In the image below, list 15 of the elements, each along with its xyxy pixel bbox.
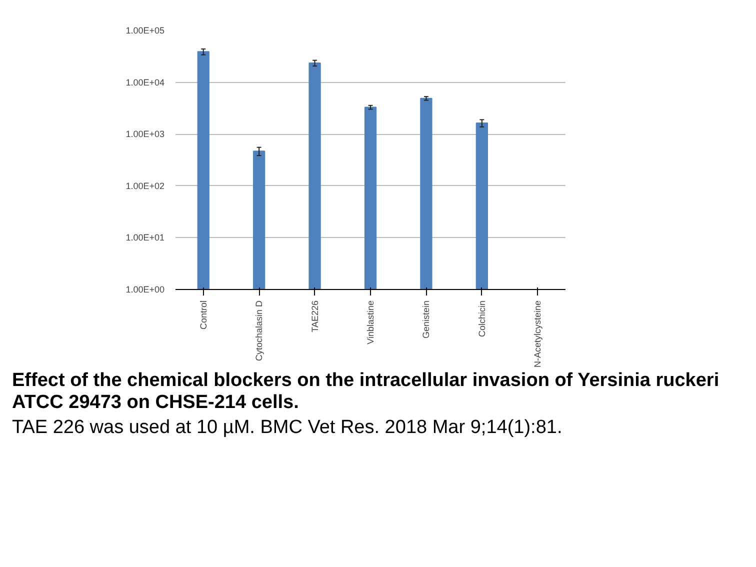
y-tick-label: 1.00E+01 [126, 232, 165, 243]
y-tick-label: 1.00E+03 [126, 129, 165, 140]
text: Effect of the chemical blockers on the intracellular invasion of Yersinia ruckeri ATCC 29473 on CHSE-214 cells. [12, 370, 720, 414]
x-tick-label: Cytochalasin D [254, 300, 264, 362]
text: TAE 226 was used at 10 µM. BMC Vet Res. 2018 Mar 9;14(1):81. [12, 416, 562, 440]
y-tick-label: 1.00E+02 [126, 180, 165, 191]
y-tick-label: 1.00E+00 [126, 284, 165, 294]
x-tick-label: Genistein [421, 300, 432, 339]
x-tick-label: N-Acetylcysteine [532, 300, 543, 368]
y-tick-label: 1.00E+05 [126, 26, 165, 36]
x-tick-label: Vinblastine [366, 300, 376, 344]
x-tick-label: Control [198, 300, 208, 330]
x-tick-label: TAE226 [310, 300, 320, 332]
x-tick-label: Colchicin [476, 300, 487, 338]
y-tick-label: 1.00E+04 [126, 77, 165, 88]
